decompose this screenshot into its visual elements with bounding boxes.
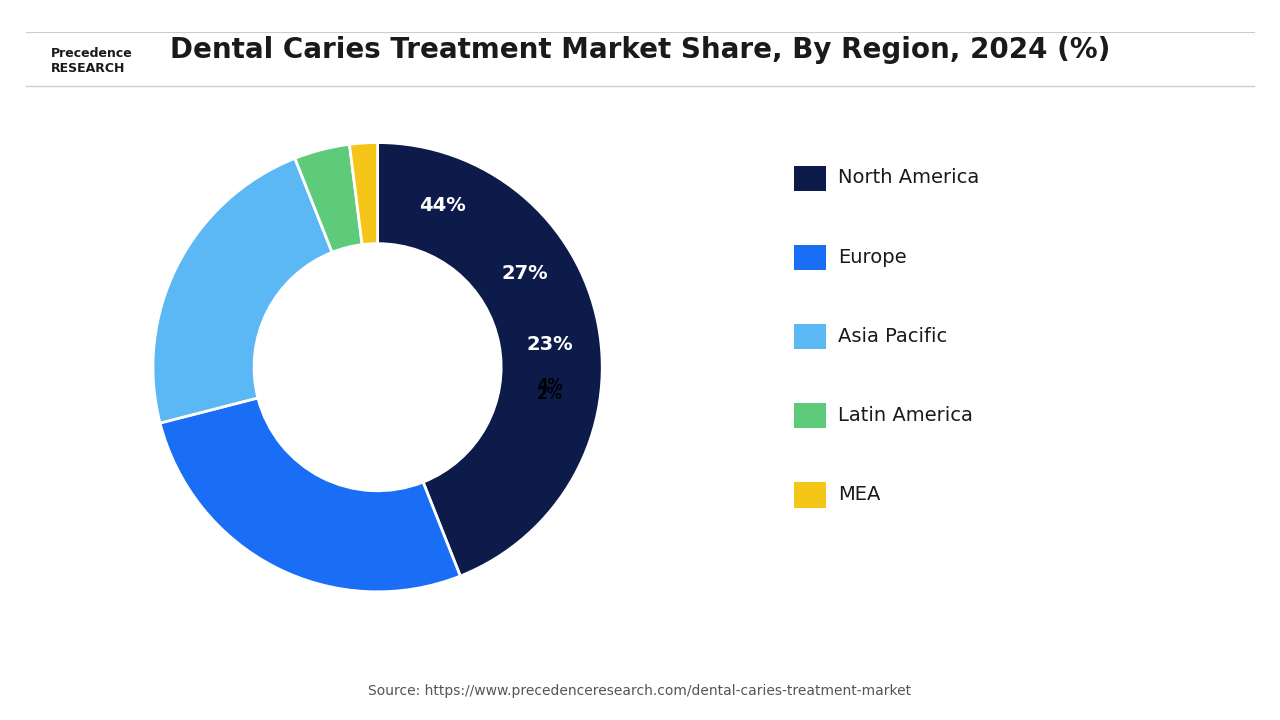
- Wedge shape: [294, 144, 362, 252]
- Text: Precedence
RESEARCH: Precedence RESEARCH: [51, 48, 133, 75]
- Text: Latin America: Latin America: [838, 406, 973, 425]
- Text: 2%: 2%: [536, 387, 562, 402]
- Wedge shape: [154, 158, 332, 423]
- Text: 27%: 27%: [500, 264, 548, 283]
- Text: Asia Pacific: Asia Pacific: [838, 327, 947, 346]
- Text: North America: North America: [838, 168, 979, 187]
- Text: Europe: Europe: [838, 248, 908, 266]
- Text: Dental Caries Treatment Market Share, By Region, 2024 (%): Dental Caries Treatment Market Share, By…: [170, 37, 1110, 64]
- Text: Source: https://www.precedenceresearch.com/dental-caries-treatment-market: Source: https://www.precedenceresearch.c…: [369, 684, 911, 698]
- Text: 23%: 23%: [527, 335, 573, 354]
- Wedge shape: [349, 143, 378, 245]
- Text: 4%: 4%: [538, 378, 563, 393]
- Wedge shape: [160, 398, 461, 592]
- Text: MEA: MEA: [838, 485, 881, 504]
- Wedge shape: [378, 143, 602, 576]
- Text: 44%: 44%: [420, 197, 466, 215]
